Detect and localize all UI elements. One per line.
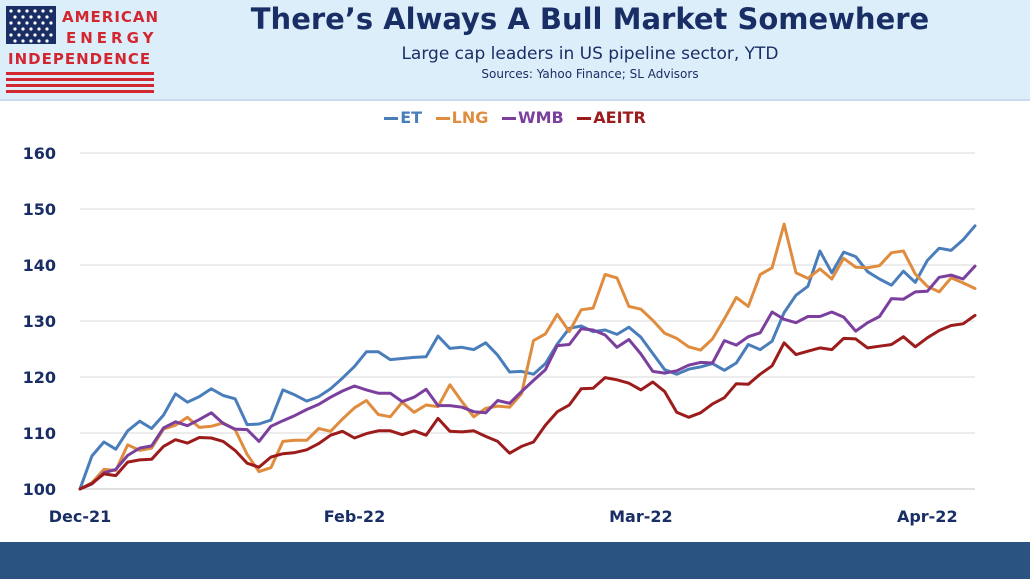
- page-title: There’s Always A Bull Market Somewhere: [250, 2, 930, 36]
- series-line-wmb: [78, 264, 977, 491]
- logo: AMERICAN ENERGY INDEPENDENCE: [4, 4, 160, 96]
- y-tick-label-130: 130: [23, 312, 56, 331]
- y-tick-label-140: 140: [23, 256, 56, 275]
- legend-label-wmb: WMB: [517, 108, 564, 127]
- header-divider: [0, 99, 1030, 101]
- logo-stripes-icon: [6, 72, 154, 93]
- legend-item-lng: LNG: [435, 108, 489, 127]
- x-tick-label-apr-22: Apr-22: [897, 507, 958, 526]
- legend-label-lng: LNG: [451, 108, 489, 127]
- header-banner: [0, 0, 1030, 100]
- chart-legend: ET LNG WMB AEITR: [0, 108, 1030, 136]
- legend-swatch-aeitr: [577, 117, 592, 120]
- legend-item-wmb: WMB: [501, 108, 564, 127]
- series-line-aeitr: [78, 313, 977, 491]
- footer-bar: [0, 542, 1030, 579]
- x-tick-label-feb-22: Feb-22: [324, 507, 386, 526]
- page-subtitle: Large cap leaders in US pipeline sector,…: [401, 44, 779, 64]
- logo-text-independence: INDEPENDENCE: [8, 50, 152, 68]
- x-tick-label-dec-21: Dec-21: [49, 507, 112, 526]
- y-tick-label-150: 150: [23, 200, 56, 219]
- y-tick-label-100: 100: [23, 480, 56, 499]
- y-tick-label-160: 160: [23, 144, 56, 163]
- line-chart: 100 110 120 130 140 150 160 Dec-21 Feb-22 Mar-22 A…: [23, 144, 977, 526]
- y-tick-label-120: 120: [23, 368, 56, 387]
- legend-swatch-et: [384, 117, 399, 120]
- legend-swatch-lng: [435, 117, 450, 120]
- legend-item-aeitr: AEITR: [577, 108, 646, 127]
- legend-swatch-wmb: [501, 117, 516, 120]
- x-tick-label-mar-22: Mar-22: [609, 507, 673, 526]
- source-note: Sources: Yahoo Finance; SL Advisors: [481, 67, 699, 81]
- y-tick-label-110: 110: [23, 424, 56, 443]
- legend-label-aeitr: AEITR: [593, 108, 646, 127]
- us-flag-icon: [6, 6, 56, 44]
- legend-item-et: ET: [384, 108, 422, 127]
- series-line-lng: [78, 222, 977, 491]
- logo-text-american: AMERICAN: [62, 8, 160, 26]
- logo-text-energy: ENERGY: [66, 29, 158, 47]
- legend-label-et: ET: [400, 108, 423, 127]
